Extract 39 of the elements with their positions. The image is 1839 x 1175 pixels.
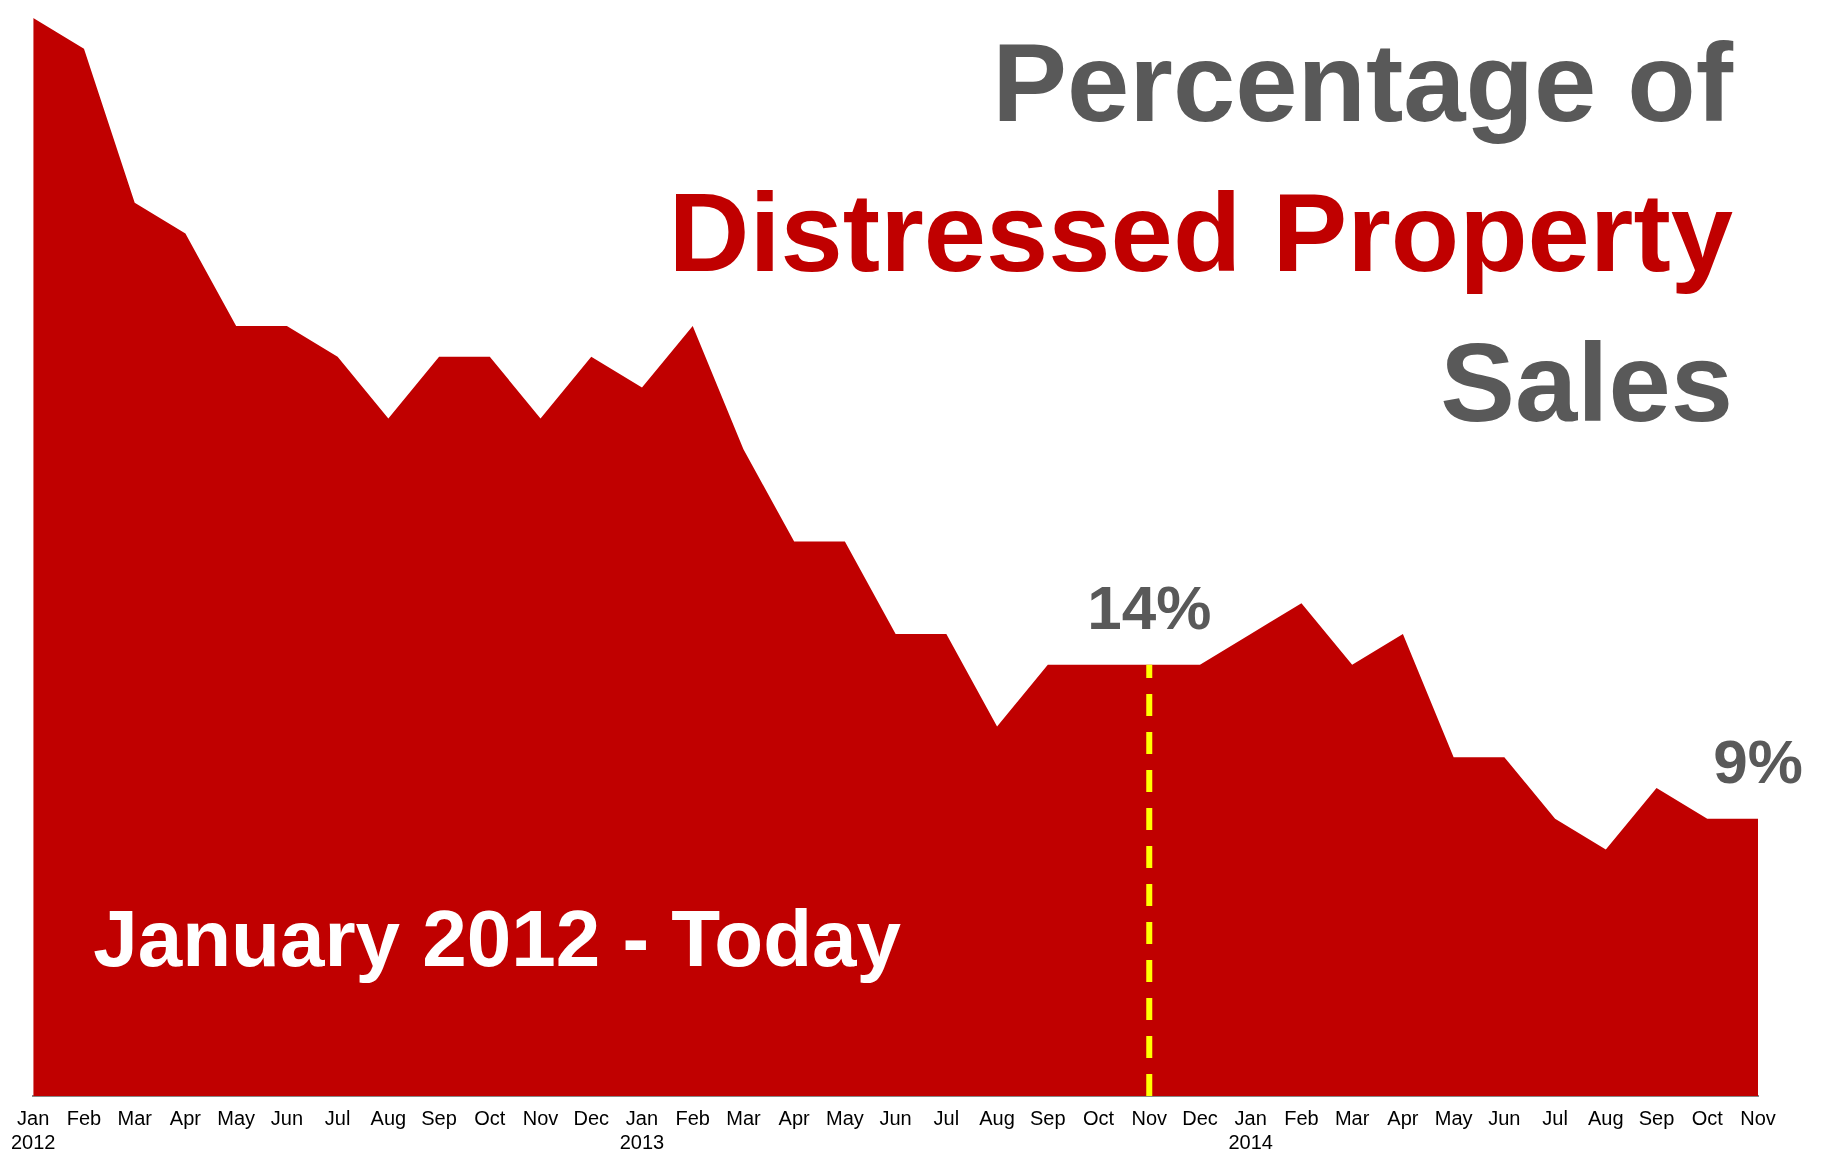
x-tick-label: Feb xyxy=(675,1106,710,1129)
x-tick-label: Oct xyxy=(1082,1106,1115,1129)
x-tick-label: Jun xyxy=(1488,1106,1521,1129)
x-tick-label: Aug xyxy=(370,1106,407,1129)
x-tick-label: May xyxy=(217,1106,256,1129)
x-tick-label: Jun xyxy=(879,1106,912,1129)
x-tick-label: Apr xyxy=(169,1106,202,1129)
x-tick-label: Mar xyxy=(117,1106,153,1129)
x-tick-label: Nov xyxy=(1740,1106,1776,1129)
x-tick-label: Mar xyxy=(1334,1106,1370,1129)
x-tick-label: May xyxy=(1434,1106,1473,1129)
annotation: January 2012 - Today xyxy=(93,894,902,983)
data-label: 14% xyxy=(1087,572,1212,642)
x-tick-label: Dec xyxy=(1182,1106,1218,1129)
x-tick-label: Mar xyxy=(726,1106,761,1129)
x-tick-label: Sep xyxy=(421,1106,457,1129)
x-tick-label: Jan 2012 xyxy=(11,1106,56,1153)
x-tick-label: Aug xyxy=(979,1106,1015,1129)
x-tick-label: Jan 2013 xyxy=(619,1106,665,1153)
x-tick-label: Sep xyxy=(1638,1106,1675,1129)
x-tick-label: Jul xyxy=(933,1106,960,1129)
x-tick-label: Jan 2014 xyxy=(1228,1106,1273,1153)
x-tick-label: May xyxy=(826,1106,864,1129)
x-tick-label: Jul xyxy=(324,1106,351,1129)
x-tick-label: Sep xyxy=(1030,1106,1066,1129)
x-tick-label: Dec xyxy=(573,1106,610,1129)
x-tick-label: Feb xyxy=(66,1106,102,1129)
x-tick-label: Oct xyxy=(1691,1106,1724,1129)
data-label: 9% xyxy=(1713,726,1803,796)
text: Percentage of Distressed Property Sales xyxy=(668,19,1733,447)
x-tick-label: Oct xyxy=(474,1106,506,1129)
x-tick-label: Feb xyxy=(1284,1106,1319,1129)
x-tick-label: Jul xyxy=(1542,1106,1568,1129)
x-tick-label: Nov xyxy=(1131,1106,1168,1129)
x-tick-label: Nov xyxy=(522,1106,559,1129)
x-tick-label: Apr xyxy=(778,1106,811,1129)
x-tick-label: Jun xyxy=(270,1106,304,1129)
x-tick-label: Apr xyxy=(1387,1106,1419,1129)
x-tick-label: Aug xyxy=(1588,1106,1624,1129)
